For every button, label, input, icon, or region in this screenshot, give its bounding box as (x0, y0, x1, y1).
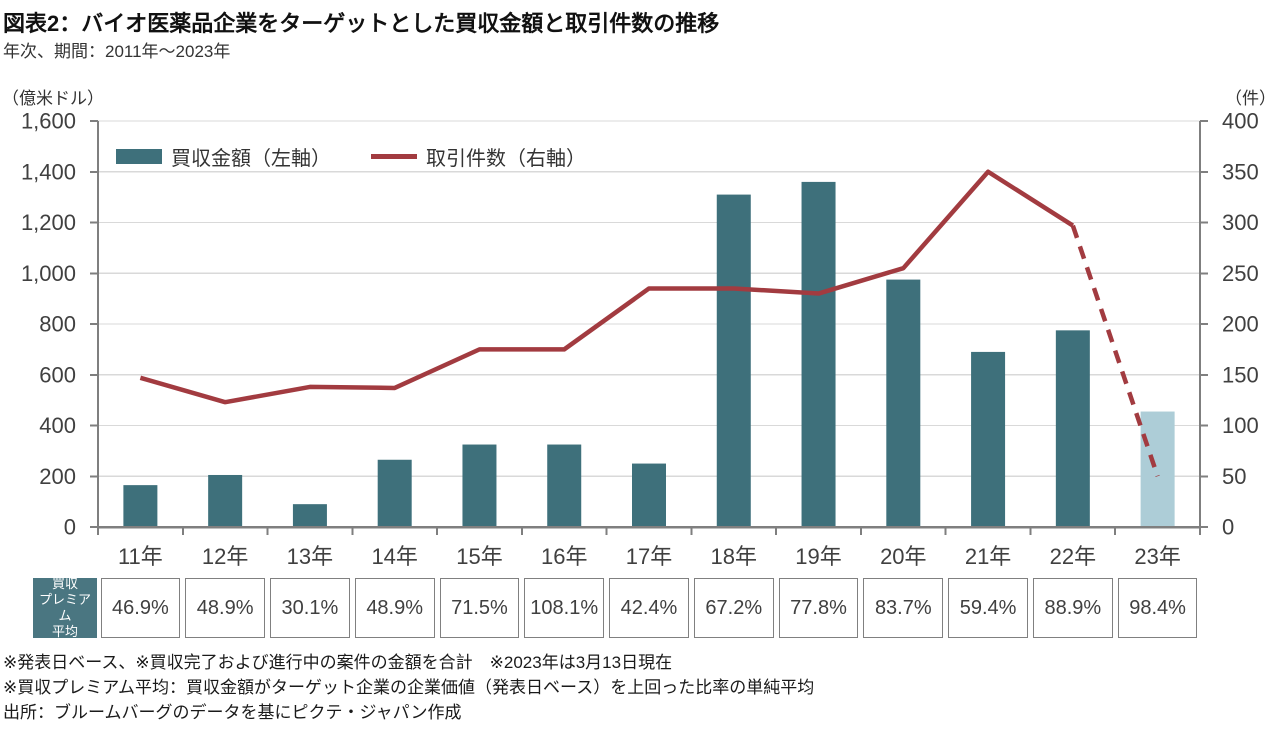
line-series-swatch-icon (371, 154, 417, 159)
y-axis-label-left-600: 600 (39, 362, 76, 387)
premium-cell-2017: 42.4% (609, 578, 689, 638)
bar-2023 (1140, 411, 1175, 527)
x-axis-label-2022: 22年 (1050, 544, 1096, 569)
bar-2017 (632, 463, 666, 527)
page-subtitle: 年次、期間：2011年～2023年 (3, 42, 231, 61)
y-axis-label-left-800: 800 (39, 312, 76, 337)
legend-label-deals: 取引件数（右軸） (426, 148, 586, 170)
footnote-line: ※発表日ベース、※買収完了および進行中の案件の金額を合計 ※2023年は3月13… (3, 653, 673, 672)
premium-cell-2019: 77.8% (778, 578, 859, 638)
footnote-line: 出所：ブルームバーグのデータを基にピクテ・ジャパン作成 (3, 703, 462, 722)
y-axis-label-left-1000: 1,000 (21, 261, 76, 286)
x-axis-label-2014: 14年 (371, 544, 417, 569)
left-axis-unit-label: （億米ドル） (2, 89, 104, 108)
x-axis-label-2015: 15年 (456, 544, 502, 569)
deal-count-line (139, 169, 1075, 405)
premium-cell-2023: 98.4% (1117, 578, 1198, 638)
bar-2015 (462, 444, 497, 527)
premium-cell-2022: 88.9% (1032, 578, 1113, 638)
legend-label-amount: 買収金額（左軸） (171, 148, 331, 170)
bar-2016 (547, 444, 582, 527)
y-axis-label-left-200: 200 (39, 464, 76, 489)
premium-table-header: 買収 プレミアム 平均 (33, 576, 97, 639)
x-axis-label-2018: 18年 (711, 544, 757, 569)
bar-2011 (123, 485, 158, 527)
y-axis-label-left-1200: 1,200 (21, 210, 76, 235)
y-axis-label-right-400: 400 (1222, 109, 1259, 134)
y-axis-label-right-250: 250 (1222, 261, 1259, 286)
footnotes: ※発表日ベース、※買収完了および進行中の案件の金額を合計 ※2023年は3月13… (3, 650, 814, 725)
bar-2019 (801, 181, 836, 527)
y-axis-label-right-150: 150 (1222, 362, 1259, 387)
bar-2018 (716, 194, 751, 527)
y-axis-label-right-350: 350 (1222, 159, 1259, 184)
y-axis-label-right-0: 0 (1222, 515, 1234, 540)
x-axis-label-2011: 11年 (118, 544, 163, 569)
premium-cell-2011: 46.9% (100, 578, 181, 638)
y-axis-label-right-100: 100 (1222, 413, 1259, 438)
bar-series-swatch-icon (116, 149, 162, 164)
chart-legend: 買収金額（左軸） 取引件数（右軸） (116, 142, 586, 171)
x-axis-label-2019: 19年 (795, 544, 841, 569)
x-axis-label-2012: 12年 (202, 544, 248, 569)
premium-cell-2013: 30.1% (270, 578, 350, 638)
premium-cell-2016: 108.1% (524, 578, 605, 638)
chart-canvas: 0 200 400 600 800 1,000 1,200 1,400 1,600 0 50 100 1… (21, 109, 1259, 570)
premium-cell-2012: 48.9% (185, 578, 266, 638)
premium-cell-2015: 71.5% (439, 578, 520, 638)
premium-header-line: 平均 (51, 624, 78, 639)
premium-header-line: プレミアム (38, 592, 91, 623)
y-axis-label-left-0: 0 (64, 515, 76, 540)
bar-2020 (886, 279, 921, 527)
y-axis-label-left-1400: 1,400 (21, 159, 76, 184)
x-axis-label-2023: 23年 (1134, 544, 1180, 569)
premium-cell-2020: 83.7% (863, 578, 944, 638)
bar-2014 (377, 459, 412, 527)
premium-cell-2018: 67.2% (693, 578, 774, 638)
premium-header-line: 買収 (51, 576, 78, 591)
y-axis-label-right-300: 300 (1222, 210, 1259, 235)
footnote-line: ※買収プレミアム平均：買収金額がターゲット企業の企業価値（発表日ベース）を上回っ… (3, 678, 815, 697)
y-axis-label-right-50: 50 (1222, 464, 1246, 489)
right-axis-unit-label: （件） (1225, 89, 1276, 108)
premium-cell-2021: 59.4% (948, 578, 1028, 638)
x-axis-label-2016: 16年 (541, 544, 587, 569)
y-axis-label-left-1600: 1,600 (21, 109, 76, 134)
x-axis-label-2017: 17年 (626, 544, 672, 569)
bar-2022 (1055, 330, 1090, 527)
deal-count-line-dashed (1070, 224, 1160, 477)
bar-2021 (971, 351, 1006, 527)
premium-cell-2014: 48.9% (354, 578, 435, 638)
x-axis-label-2021: 21年 (965, 544, 1011, 569)
x-axis-label-2020: 20年 (880, 544, 926, 569)
bar-2013 (292, 504, 327, 527)
combo-chart: 0 200 400 600 800 1,000 1,200 1,400 1,600 0 50 100 1… (0, 108, 1280, 578)
page-title: 図表2：バイオ医薬品企業をターゲットとした買収金額と取引件数の推移 (3, 11, 720, 36)
y-axis-label-left-400: 400 (39, 413, 76, 438)
x-axis-label-2013: 13年 (287, 544, 333, 569)
bar-2012 (208, 474, 243, 527)
y-axis-label-right-200: 200 (1222, 312, 1259, 337)
